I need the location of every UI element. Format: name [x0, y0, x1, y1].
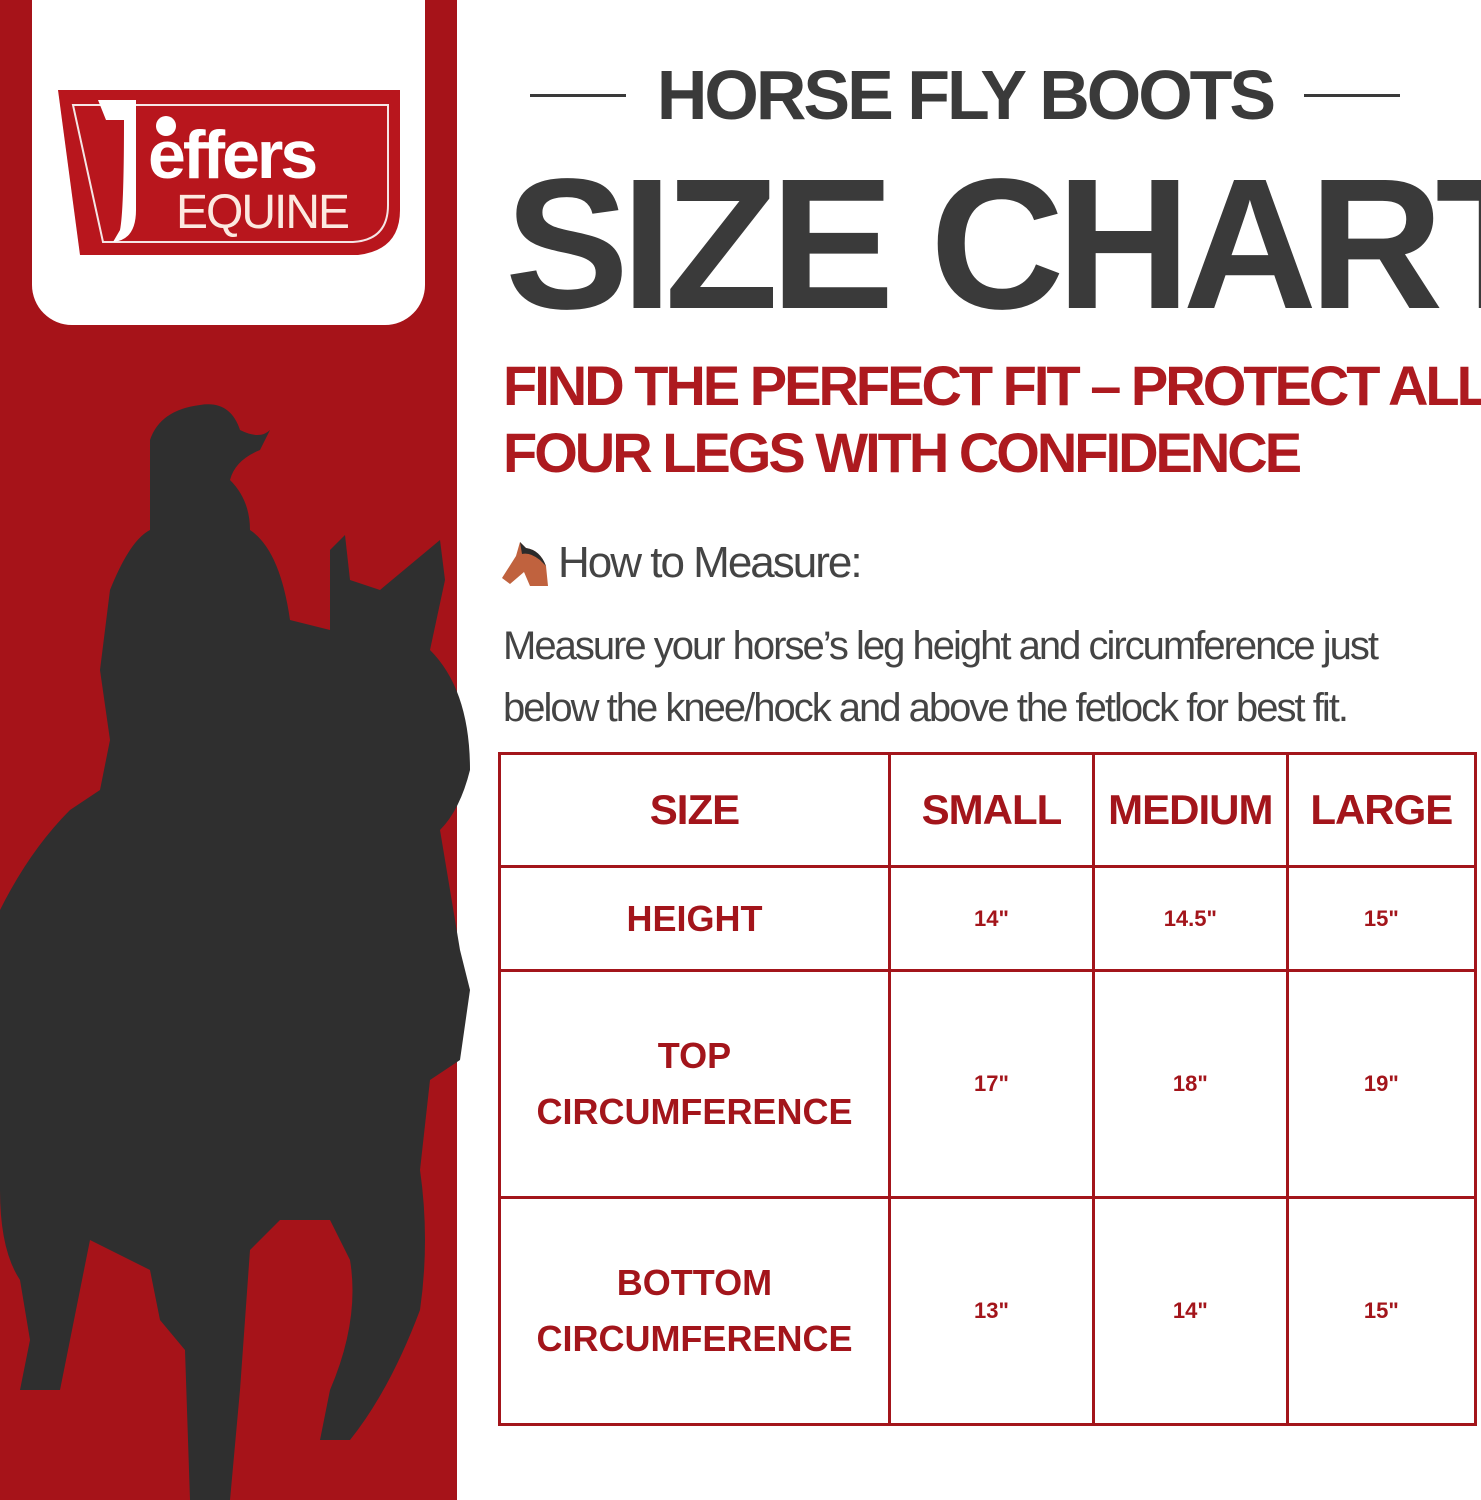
cell: 14"	[887, 865, 1096, 972]
row-label-line: CIRCUMFERENCE	[536, 1091, 853, 1132]
subtitle-line: FIND THE PERFECT FIT – PROTECT ALL	[503, 354, 1481, 417]
row-label-line: TOP	[657, 1035, 732, 1076]
instruction-line: Measure your horse’s leg height and circ…	[503, 624, 1379, 668]
page-title: SIZE CHART	[505, 141, 1481, 348]
size-table: SIZE SMALL MEDIUM LARGE HEIGHT 14" 14.5"…	[498, 752, 1478, 1426]
cell: 14.5"	[1092, 865, 1289, 972]
svg-text:effers: effers	[148, 117, 316, 193]
row-label-line: HEIGHT	[626, 897, 763, 939]
cell: 15"	[1285, 1196, 1478, 1426]
measure-instructions: Measure your horse’s leg height and circ…	[503, 615, 1379, 739]
divider	[1304, 93, 1400, 97]
divider	[530, 93, 626, 97]
table-row: HEIGHT 14" 14.5" 15"	[498, 865, 1478, 972]
row-label: TOP CIRCUMFERENCE	[498, 969, 891, 1199]
row-label-line: CIRCUMFERENCE	[536, 1318, 853, 1359]
how-to-measure-label: How to Measure:	[558, 538, 863, 587]
table-header-row: SIZE SMALL MEDIUM LARGE	[498, 752, 1478, 868]
cell: 17"	[887, 969, 1096, 1199]
header-large: LARGE	[1285, 752, 1478, 868]
product-title: HORSE FLY BOOTS	[656, 56, 1276, 134]
horse-face-icon	[502, 542, 548, 586]
jeffers-equine-logo: effers EQUINE	[58, 90, 400, 255]
header-small: SMALL	[887, 752, 1096, 868]
table-row: BOTTOM CIRCUMFERENCE 13" 14" 15"	[498, 1196, 1478, 1426]
row-label-line: BOTTOM	[616, 1262, 773, 1303]
subtitle: FIND THE PERFECT FIT – PROTECT ALL FOUR …	[503, 352, 1481, 486]
cell: 13"	[887, 1196, 1096, 1426]
row-label: HEIGHT	[498, 865, 891, 972]
header-size: SIZE	[498, 752, 891, 868]
row-label: BOTTOM CIRCUMFERENCE	[498, 1196, 891, 1426]
instruction-line: below the knee/hock and above the fetloc…	[503, 686, 1349, 730]
cell: 15"	[1285, 865, 1478, 972]
red-side-panel: effers EQUINE	[0, 0, 470, 1500]
header-medium: MEDIUM	[1092, 752, 1289, 868]
subtitle-line: FOUR LEGS WITH CONFIDENCE	[503, 421, 1302, 484]
cell: 19"	[1285, 969, 1478, 1199]
svg-text:EQUINE: EQUINE	[176, 186, 348, 239]
cowboy-horse-silhouette	[0, 404, 470, 1500]
table-row: TOP CIRCUMFERENCE 17" 18" 19"	[498, 969, 1478, 1199]
title-row: HORSE FLY BOOTS	[530, 55, 1400, 135]
how-to-measure: How to Measure:	[500, 538, 863, 588]
cell: 18"	[1092, 969, 1289, 1199]
cell: 14"	[1092, 1196, 1289, 1426]
